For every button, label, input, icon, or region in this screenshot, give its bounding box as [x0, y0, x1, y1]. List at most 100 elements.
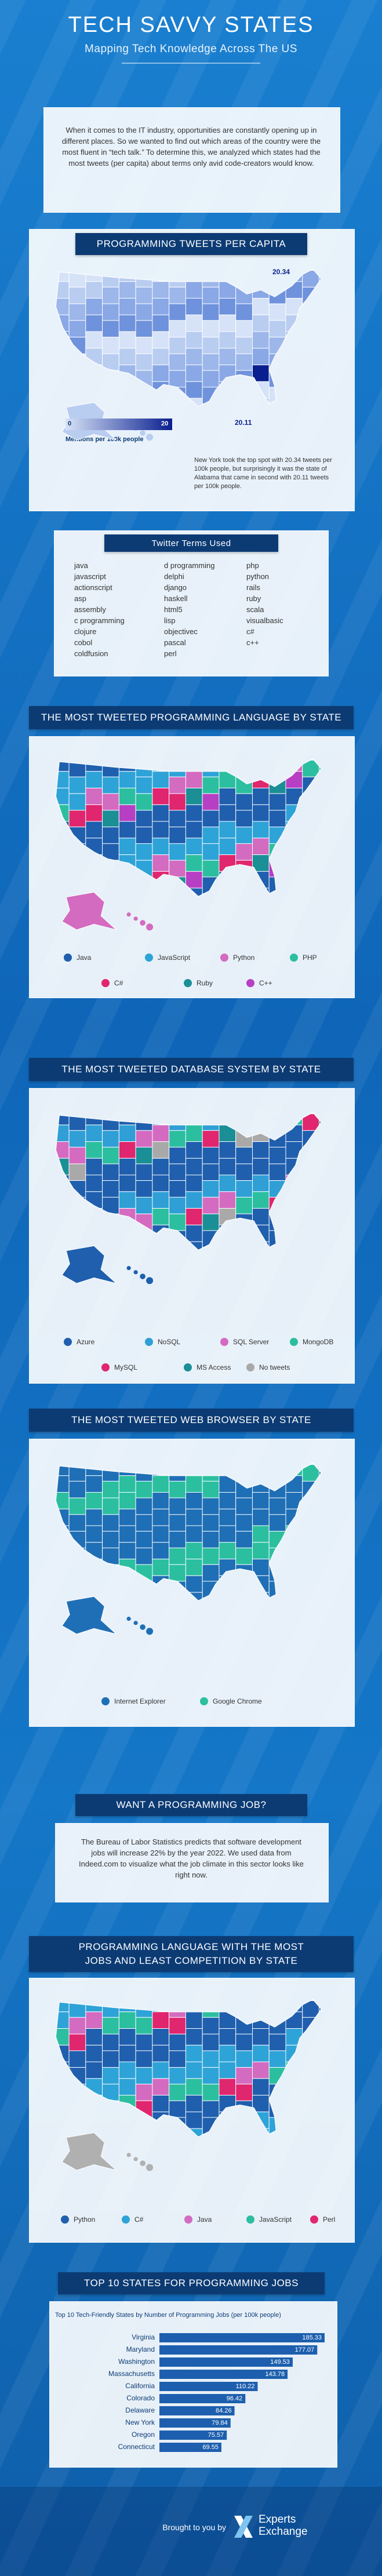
state — [102, 2067, 119, 2084]
state — [202, 760, 220, 777]
bar — [159, 2333, 325, 2342]
state — [319, 2028, 322, 2046]
state — [185, 854, 203, 872]
state — [68, 1147, 86, 1165]
legend-label: JavaScript — [259, 2215, 292, 2224]
state — [185, 871, 203, 889]
state — [152, 1125, 170, 1142]
intro-box — [43, 107, 340, 213]
state — [319, 2078, 322, 2096]
state — [286, 415, 303, 432]
alaska — [61, 1596, 117, 1635]
state — [219, 2061, 237, 2079]
state — [68, 843, 86, 861]
legend-swatch — [184, 979, 192, 987]
state — [152, 1463, 170, 1476]
state — [102, 337, 119, 354]
state — [252, 1241, 270, 1250]
state — [152, 1174, 170, 1192]
state — [68, 860, 86, 878]
state — [219, 1463, 237, 1476]
state — [302, 1230, 320, 1248]
state — [268, 1598, 286, 1601]
state — [319, 281, 322, 299]
state — [268, 793, 286, 811]
state — [152, 2061, 170, 2079]
state — [219, 804, 237, 822]
state — [68, 2083, 86, 2101]
term: haskell — [164, 594, 188, 603]
state — [235, 270, 253, 288]
section-banner: THE MOST TWEETED DATABASE SYSTEM BY STAT… — [29, 1058, 354, 1081]
bar-label: Massachusetts — [108, 2370, 155, 2378]
state — [85, 771, 103, 788]
state — [185, 1463, 203, 1476]
term: django — [164, 583, 187, 592]
state — [252, 905, 269, 922]
state — [85, 2111, 103, 2129]
state — [268, 1114, 286, 1131]
state — [152, 1191, 170, 1209]
state — [135, 2117, 153, 2135]
bar — [159, 2406, 235, 2415]
state — [202, 420, 219, 437]
us-map — [55, 1999, 322, 2171]
state — [56, 348, 70, 366]
state — [319, 1208, 322, 1225]
state — [302, 827, 320, 844]
legend-label: Internet Explorer — [114, 1697, 166, 1705]
state — [202, 1464, 220, 1482]
state — [118, 398, 136, 407]
section-banner: WANT A PROGRAMMING JOB? — [75, 1794, 307, 1816]
term: asp — [74, 594, 86, 603]
state — [268, 760, 286, 777]
state — [302, 1213, 320, 1231]
term: java — [74, 561, 88, 570]
legend-swatch — [145, 1338, 153, 1346]
state — [152, 2128, 170, 2137]
state — [302, 1180, 320, 1198]
state — [235, 387, 253, 405]
state — [285, 2111, 303, 2129]
state — [152, 1241, 170, 1250]
state — [235, 1564, 253, 1582]
state — [202, 860, 220, 878]
state — [135, 1598, 153, 1601]
state — [85, 1125, 103, 1142]
state — [135, 387, 153, 405]
state — [235, 827, 253, 844]
state — [85, 314, 103, 332]
state — [185, 1241, 203, 1250]
state — [252, 2061, 270, 2079]
state — [235, 876, 253, 894]
state — [169, 776, 186, 794]
state — [169, 1180, 186, 1198]
state — [202, 387, 220, 405]
state — [68, 1531, 86, 1548]
state — [169, 1598, 186, 1601]
state — [85, 1112, 103, 1126]
state — [85, 2061, 103, 2079]
state — [68, 2033, 86, 2051]
state — [152, 331, 170, 349]
hawaii — [140, 1274, 145, 1279]
state — [152, 1592, 170, 1601]
state — [302, 810, 320, 828]
state — [169, 2083, 186, 2101]
state — [102, 1230, 119, 1248]
state — [102, 2100, 119, 2118]
alaska — [61, 1245, 117, 1284]
state — [118, 1125, 136, 1142]
state — [285, 381, 303, 399]
state — [56, 1208, 70, 1225]
state — [235, 2000, 253, 2018]
legend-swatch — [290, 1338, 298, 1346]
state — [56, 2011, 70, 2029]
state — [268, 320, 286, 338]
state — [169, 2017, 186, 2035]
state — [219, 1999, 237, 2013]
state — [185, 905, 202, 922]
state — [102, 320, 119, 338]
state — [135, 337, 153, 354]
